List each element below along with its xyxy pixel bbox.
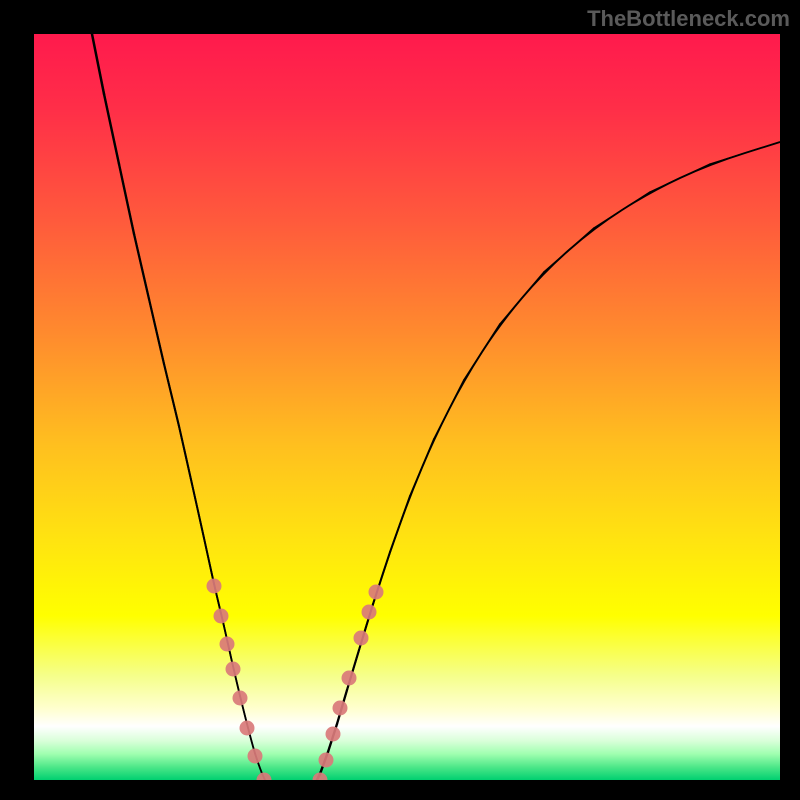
watermark-text: TheBottleneck.com: [587, 6, 790, 32]
dot-left: [220, 637, 235, 652]
dot-left: [226, 662, 241, 677]
dot-right: [354, 631, 369, 646]
dot-left: [207, 579, 222, 594]
dot-right: [326, 727, 341, 742]
plot-area: [34, 34, 780, 780]
dot-right: [333, 701, 348, 716]
dot-right: [319, 753, 334, 768]
dot-left: [240, 721, 255, 736]
dot-right: [369, 585, 384, 600]
dot-left: [214, 609, 229, 624]
chart-svg: [34, 34, 780, 780]
dot-right: [362, 605, 377, 620]
dot-left: [233, 691, 248, 706]
dot-left: [248, 749, 263, 764]
gradient-background: [34, 34, 780, 780]
dot-right: [342, 671, 357, 686]
